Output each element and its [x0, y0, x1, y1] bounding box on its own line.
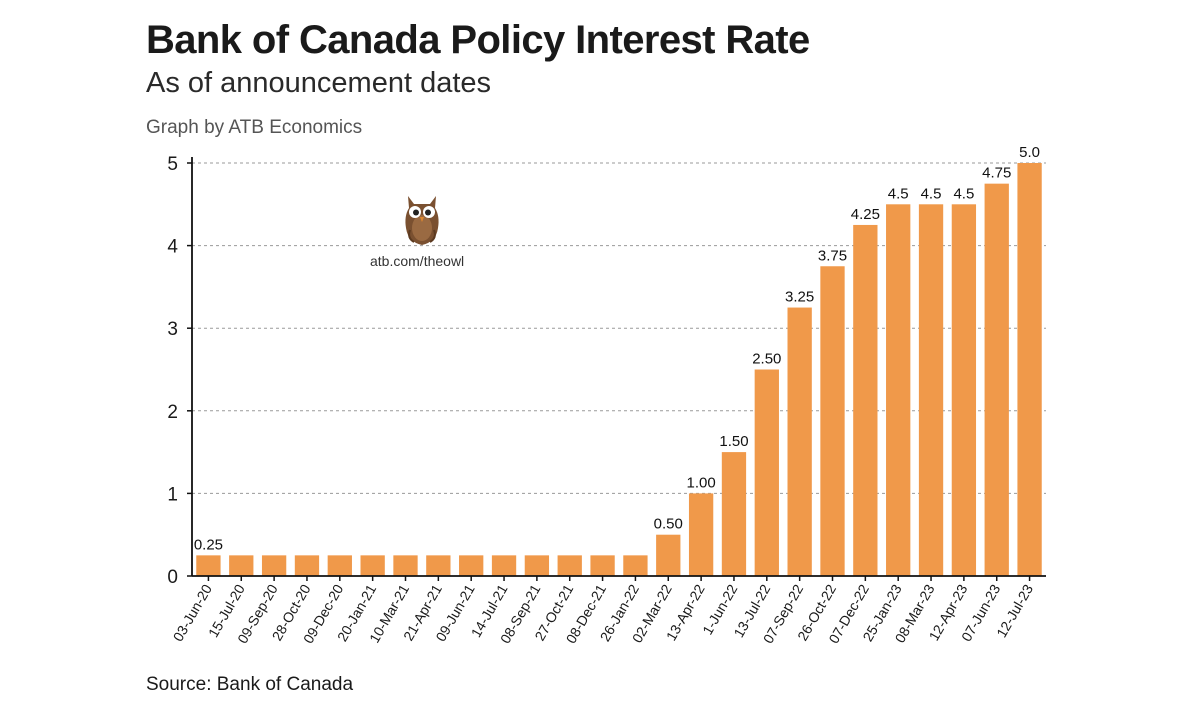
- bar: [459, 555, 484, 576]
- bar: [557, 555, 582, 576]
- bar: [491, 555, 517, 576]
- watermark-label: atb.com/theowl: [370, 253, 465, 269]
- data-label: 5.0: [1019, 144, 1040, 161]
- y-tick-label: 0: [167, 567, 178, 588]
- data-label: 4.5: [921, 185, 942, 202]
- data-labels: 0.25 0.50 1.00 1.50 2.50 3.25 3.75 4.25 4.5 4.5 4.…: [194, 144, 1040, 553]
- data-label: 1.00: [687, 474, 716, 491]
- bar: [984, 183, 1009, 576]
- y-tick-label: 2: [167, 402, 178, 423]
- bar: [721, 452, 747, 576]
- bar: [426, 555, 451, 576]
- data-label: 4.75: [982, 165, 1011, 182]
- bar: [886, 204, 911, 577]
- bar: [787, 307, 812, 576]
- data-label: 0.50: [654, 516, 683, 533]
- data-label: 3.75: [818, 247, 847, 264]
- bar: [393, 555, 418, 576]
- chart-title: Bank of Canada Policy Interest Rate: [146, 18, 810, 62]
- bar: [820, 266, 845, 576]
- bar: [688, 493, 714, 576]
- data-label: 2.50: [752, 351, 781, 368]
- data-label: 1.50: [719, 433, 748, 450]
- bar: [360, 555, 385, 576]
- bar: [524, 555, 550, 576]
- gridlines: [192, 162, 1046, 494]
- chart-byline: Graph by ATB Economics: [146, 117, 363, 138]
- data-label: 0.25: [194, 536, 223, 553]
- source-note: Source: Bank of Canada: [146, 674, 354, 695]
- data-label: 4.5: [953, 185, 974, 202]
- chart-subtitle: As of announcement dates: [146, 67, 492, 99]
- data-label: 4.5: [888, 185, 909, 202]
- bar: [951, 204, 977, 577]
- bar: [229, 555, 254, 576]
- y-tick-label: 1: [167, 484, 178, 505]
- bar: [1017, 163, 1042, 576]
- bar: [918, 204, 944, 577]
- bar: [754, 369, 779, 576]
- bar: [590, 555, 615, 576]
- y-tick-label: 3: [167, 319, 178, 340]
- bar: [261, 555, 287, 576]
- data-label: 4.25: [851, 206, 880, 223]
- bar: [294, 555, 320, 576]
- y-tick-label: 4: [167, 237, 178, 258]
- y-tick-label: 5: [167, 154, 178, 175]
- data-label: 3.25: [785, 289, 814, 306]
- bar: [853, 224, 878, 576]
- bar: [327, 555, 352, 576]
- owl-icon: [405, 196, 439, 245]
- bar: [623, 555, 648, 576]
- bar: [656, 534, 681, 576]
- bar: [196, 555, 221, 576]
- bars: [196, 163, 1042, 577]
